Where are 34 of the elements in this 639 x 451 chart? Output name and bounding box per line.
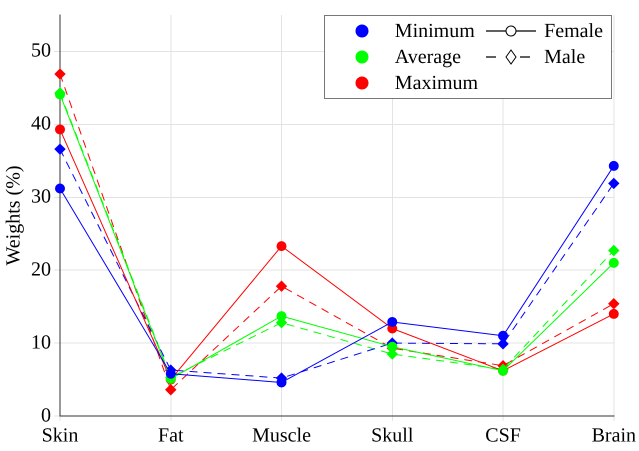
legend-label: Male	[544, 46, 586, 68]
point	[608, 244, 620, 256]
point	[55, 184, 65, 194]
y-axis-title: Weights (%)	[2, 165, 24, 266]
point	[608, 258, 619, 268]
y-tick-label: 30	[31, 186, 51, 208]
legend-label: Female	[544, 20, 603, 42]
x-tick-label: Skin	[42, 424, 78, 446]
y-tick-label: 40	[31, 112, 51, 135]
y-tick-label: 50	[31, 40, 51, 62]
point	[608, 308, 619, 319]
y-tick-label: 20	[31, 258, 51, 280]
point	[608, 160, 619, 171]
x-tick-label: Skull	[371, 424, 414, 446]
x-tick-label: CSF	[485, 424, 521, 446]
point	[54, 144, 66, 155]
legend-label: Maximum	[394, 72, 478, 94]
legend-label: Average	[394, 46, 462, 68]
x-tick-label: Brain	[592, 424, 636, 446]
y-tick-label: 10	[31, 331, 51, 354]
x-tick-label: Muscle	[252, 424, 312, 446]
point	[387, 316, 398, 327]
point	[276, 280, 288, 292]
point	[166, 368, 176, 379]
point	[498, 330, 508, 341]
point	[276, 241, 287, 252]
legend-label: Minimum	[394, 20, 475, 42]
y-tick-label: 0	[41, 404, 51, 426]
point	[608, 178, 620, 189]
x-tick-label: Fat	[158, 424, 184, 446]
point	[165, 384, 176, 396]
point	[608, 298, 620, 310]
point	[54, 68, 66, 80]
point	[276, 311, 287, 322]
